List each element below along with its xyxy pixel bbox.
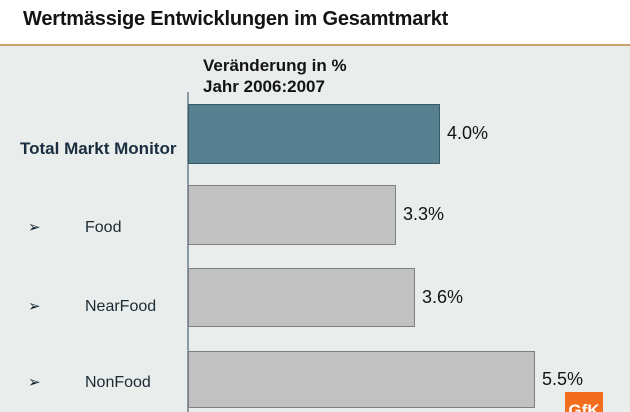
chart-subtitle-line1: Veränderung in %	[203, 56, 347, 75]
bar-total-markt-monitor	[188, 104, 440, 164]
gfk-logo: GfK	[565, 392, 603, 412]
bar-food	[188, 185, 396, 245]
bar-nonfood	[188, 351, 535, 408]
value-label-total-markt-monitor: 4.0%	[447, 123, 489, 143]
slide-header: Wertmässige Entwicklungen im Gesamtmarkt	[0, 0, 630, 44]
chart-subtitle: Veränderung in % Jahr 2006:2007	[203, 55, 347, 97]
arrow-bullet-icon: ➢	[28, 373, 41, 391]
value-label-food: 3.3%	[403, 204, 445, 224]
value-label-nearfood: 3.6%	[422, 286, 464, 307]
category-label-total-markt-monitor: Total Markt Monitor	[20, 139, 177, 158]
arrow-bullet-icon: ➢	[28, 218, 41, 236]
category-label-nonfood: NonFood	[85, 374, 151, 391]
header-separator-line	[0, 44, 630, 46]
category-label-food: Food	[85, 219, 122, 236]
bar-nearfood	[188, 268, 415, 327]
gfk-logo-text: GfK	[568, 401, 600, 412]
arrow-bullet-icon: ➢	[28, 297, 41, 315]
category-label-nearfood: NearFood	[85, 298, 157, 315]
chart-subtitle-line2: Jahr 2006:2007	[203, 77, 325, 96]
y-axis-line	[187, 92, 189, 412]
value-label-nonfood: 5.5%	[542, 368, 584, 389]
slide-title: Wertmässige Entwicklungen im Gesamtmarkt	[23, 8, 449, 30]
